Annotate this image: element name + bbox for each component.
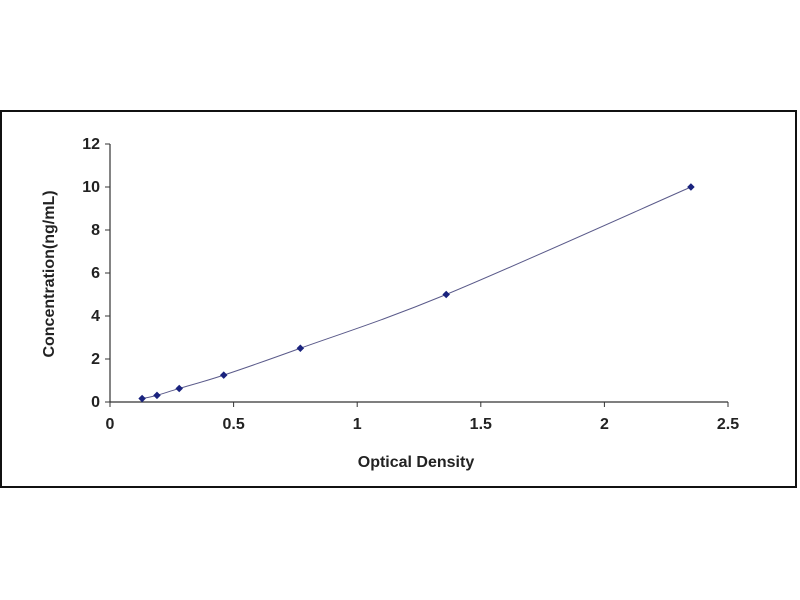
fit-curve [142,186,692,400]
x-tick-label: 1 [353,416,362,433]
y-tick-label: 4 [91,308,100,325]
x-tick-label: 0 [106,416,115,433]
data-point [175,384,183,393]
x-axis-title: Optical Density [358,454,475,471]
y-tick-label: 2 [91,351,100,368]
data-point [219,371,228,379]
y-axis-ticks: 0 2 4 6 8 10 12 [82,136,110,411]
y-tick-label: 6 [91,265,100,282]
y-tick-label: 10 [82,179,100,196]
data-points [138,183,695,403]
chart-frame: 0 2 4 6 8 10 12 0 0.5 1 1.5 2 2.5 Optical Density C… [0,110,797,488]
x-axis-ticks: 0 0.5 1 1.5 2 2.5 [106,402,739,433]
y-tick-label: 12 [82,136,100,153]
axes [109,144,728,403]
data-point [442,290,450,299]
y-tick-label: 8 [91,222,100,239]
data-point [687,183,695,191]
x-tick-label: 0.5 [222,416,244,433]
data-point [153,391,161,400]
x-tick-label: 2 [600,416,609,433]
y-axis-title: Concentration(ng/mL) [41,190,58,357]
x-tick-label: 2.5 [717,416,739,433]
data-point [138,394,146,403]
standard-curve-chart: 0 2 4 6 8 10 12 0 0.5 1 1.5 2 2.5 Optical Density C… [41,136,739,471]
y-tick-label: 0 [91,394,100,411]
x-tick-label: 1.5 [470,416,492,433]
data-point [296,344,305,353]
